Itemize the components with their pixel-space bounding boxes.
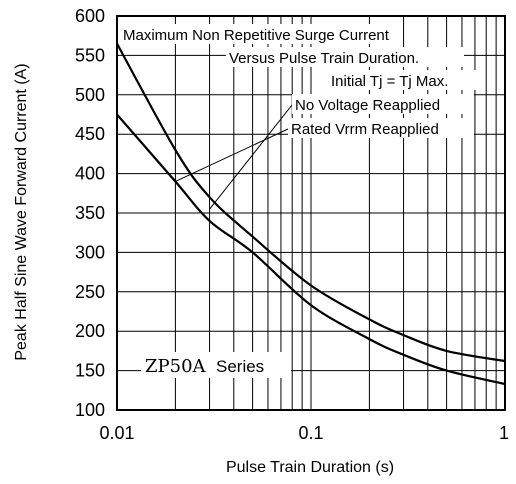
annotation-title-line-2: Versus Pulse Train Duration. <box>229 50 419 67</box>
annotation-bg-5 <box>288 118 474 138</box>
y-tick-label: 600 <box>75 6 105 26</box>
y-tick-label: 250 <box>75 282 105 302</box>
annotation-bg-2 <box>226 47 464 67</box>
y-tick-label: 150 <box>75 361 105 381</box>
series-line-rated-vrrm-reapplied <box>116 113 506 386</box>
grid <box>117 16 505 410</box>
series-label: ZP50A Series <box>145 356 264 377</box>
leader-no-voltage <box>209 104 293 210</box>
y-tick-label: 350 <box>75 203 105 223</box>
annotation-no-voltage: No Voltage Reapplied <box>295 97 440 114</box>
x-tick-label: 0.1 <box>298 423 323 443</box>
y-tick-labels: 100 150 200 250 300 350 400 450 500 550 600 <box>75 6 105 420</box>
annotation-bg-4 <box>292 94 474 114</box>
series-suffix: Series <box>216 357 264 376</box>
series-part-number: ZP50A <box>145 356 207 377</box>
series-lines <box>116 43 506 386</box>
annotation-rated-vrrm: Rated Vrrm Reapplied <box>291 121 439 138</box>
plot-frame <box>116 15 506 411</box>
y-tick-label: 450 <box>75 124 105 144</box>
annotation-bg-1 <box>121 24 397 44</box>
y-tick-label: 200 <box>75 321 105 341</box>
y-tick-label: 550 <box>75 45 105 65</box>
y-axis-label: Peak Half Sine Wave Forward Current (A) <box>13 63 30 360</box>
annotation-bg-3 <box>328 70 480 90</box>
leader-rated-vrrm <box>175 128 289 182</box>
y-tick-label: 100 <box>75 400 105 420</box>
annotation-condition: Initial Tj = Tj Max. <box>331 73 448 90</box>
y-tick-label: 500 <box>75 85 105 105</box>
y-tick-label: 300 <box>75 242 105 262</box>
series-line-no-voltage-reapplied <box>116 43 506 363</box>
x-tick-labels: 0.01 0.1 1 <box>99 423 509 443</box>
annotation-title-line-1: Maximum Non Repetitive Surge Current <box>123 27 390 44</box>
x-tick-label: 1 <box>499 423 509 443</box>
x-axis-label: Pulse Train Duration (s) <box>226 459 394 476</box>
y-tick-label: 400 <box>75 164 105 184</box>
series-label-bg <box>141 352 291 378</box>
annotation-leaders <box>175 104 293 210</box>
x-tick-label: 0.01 <box>99 423 134 443</box>
